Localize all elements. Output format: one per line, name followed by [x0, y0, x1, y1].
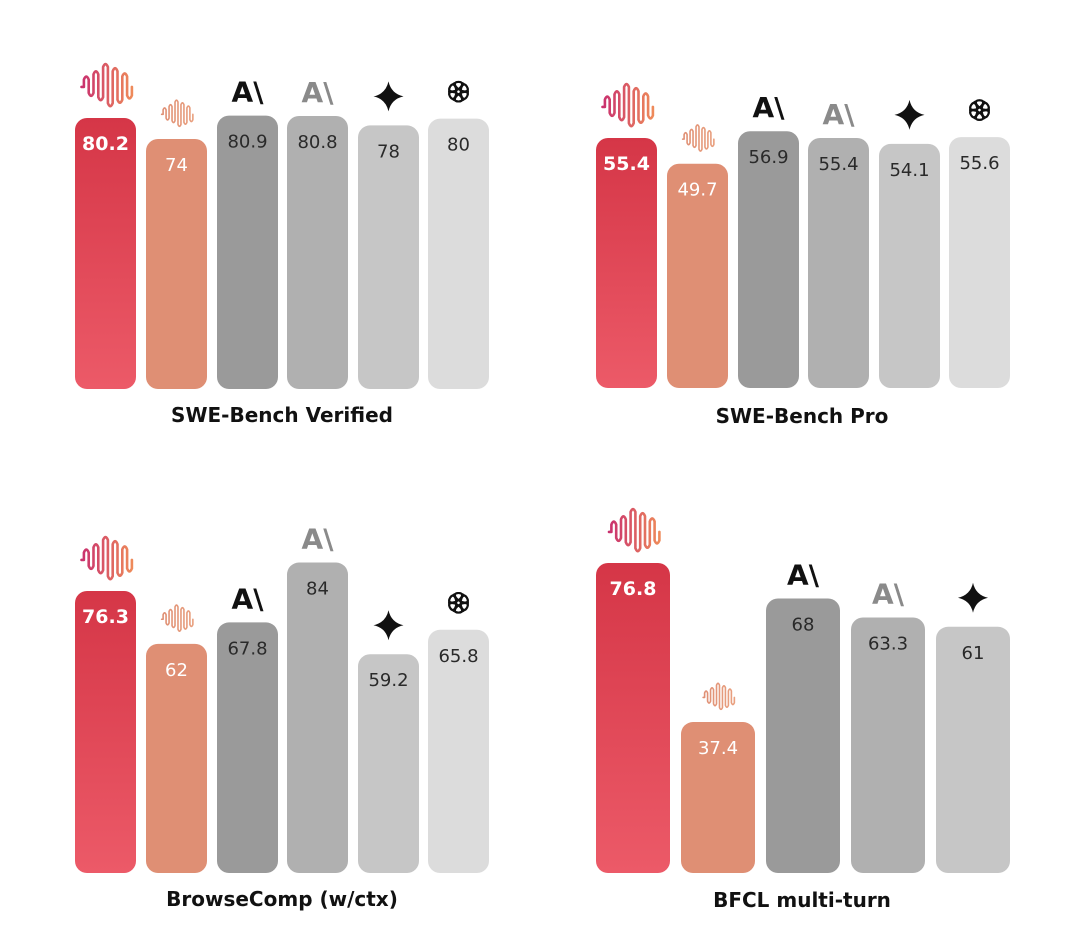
bar-4 — [287, 115, 348, 389]
chart-title: BrowseComp (w/ctx) — [166, 887, 398, 911]
bar-2 — [681, 722, 755, 873]
bar-value-label: 74 — [165, 155, 188, 176]
bar-4 — [808, 138, 869, 388]
anthropic-logo-icon: A\ — [232, 582, 265, 615]
svg-text:A\: A\ — [872, 577, 905, 610]
chart-svg: 80.2 74 80.9 A\ 80.8 A\ 78 80 SWE-Bench Verified — [75, 62, 489, 427]
svg-text:A\: A\ — [302, 76, 335, 109]
sparkle-star-icon — [958, 582, 988, 613]
bar-6 — [428, 118, 489, 389]
bar-value-label: 78 — [377, 141, 400, 162]
bar-2 — [146, 138, 207, 389]
anthropic-logo-gray-icon: A\ — [302, 523, 335, 556]
sparkle-star-icon — [894, 99, 925, 130]
bar-value-label: 55.4 — [818, 154, 858, 175]
bar-value-label: 61 — [962, 643, 985, 664]
waveform-small-icon — [681, 124, 715, 152]
bar-value-label: 80.2 — [82, 133, 129, 155]
anthropic-logo-gray-icon: A\ — [823, 98, 856, 131]
bar-value-label: 80.9 — [227, 132, 267, 153]
chart-svg: 76.8 37.4 68 A\ 63.3 A\ 61 BFCL multi-turn — [596, 507, 1010, 912]
waveform-small-icon — [160, 604, 194, 632]
bar-5 — [358, 654, 419, 873]
waveform-icon — [80, 535, 134, 581]
sparkle-star-icon — [373, 610, 404, 641]
bar-value-label: 76.8 — [610, 578, 657, 600]
bar-1 — [596, 138, 657, 388]
waveform-icon — [80, 62, 134, 108]
svg-text:A\: A\ — [823, 98, 856, 131]
anthropic-logo-icon: A\ — [753, 91, 786, 124]
bar-value-label: 65.8 — [438, 646, 478, 667]
bar-5 — [936, 626, 1010, 873]
waveform-small-icon — [702, 682, 736, 711]
anthropic-logo-icon: A\ — [787, 559, 820, 592]
bar-3 — [217, 115, 278, 389]
bar-5 — [879, 143, 940, 388]
chart-title: BFCL multi-turn — [713, 888, 891, 912]
svg-text:A\: A\ — [302, 523, 335, 556]
bar-value-label: 80.8 — [297, 132, 337, 153]
bar-1 — [596, 563, 670, 873]
svg-text:A\: A\ — [232, 582, 265, 615]
bar-3 — [766, 598, 840, 873]
waveform-icon — [601, 82, 655, 128]
anthropic-logo-icon: A\ — [232, 76, 265, 109]
bar-1 — [75, 591, 136, 873]
sparkle-star-icon — [373, 81, 404, 112]
chart-title: SWE-Bench Pro — [716, 404, 889, 428]
chart-browsecomp: 76.3 62 67.8 A\ 84 A\ 59.2 65.8 BrowseComp (w/ct… — [0, 465, 540, 930]
bar-2 — [667, 163, 728, 388]
bar-value-label: 37.4 — [698, 738, 738, 759]
bar-3 — [217, 622, 278, 873]
bar-value-label: 84 — [306, 579, 329, 600]
bar-value-label: 67.8 — [227, 638, 267, 659]
bar-1 — [75, 118, 136, 389]
bar-value-label: 55.4 — [603, 153, 650, 175]
bar-2 — [146, 643, 207, 873]
bar-value-label: 54.1 — [889, 160, 929, 181]
chart-svg: 55.4 49.7 56.9 A\ 55.4 A\ 54.1 55.6 SWE-Bench Pr… — [596, 82, 1010, 428]
bar-4 — [851, 617, 925, 873]
openai-logo-icon — [969, 99, 990, 121]
bar-value-label: 49.7 — [677, 180, 717, 201]
waveform-icon — [607, 507, 661, 553]
bar-value-label: 55.6 — [959, 153, 999, 174]
chart-swe-bench-verified: 80.2 74 80.9 A\ 80.8 A\ 78 80 SWE-Bench Verified — [0, 0, 540, 465]
bar-6 — [949, 137, 1010, 388]
bar-4 — [287, 562, 348, 873]
chart-title: SWE-Bench Verified — [171, 403, 393, 427]
svg-text:A\: A\ — [232, 76, 265, 109]
bar-value-label: 68 — [792, 615, 815, 636]
svg-text:A\: A\ — [787, 559, 820, 592]
bar-value-label: 62 — [165, 660, 188, 681]
bar-6 — [428, 629, 489, 873]
bar-5 — [358, 125, 419, 390]
waveform-small-icon — [160, 99, 194, 128]
bar-value-label: 63.3 — [868, 633, 908, 654]
bar-value-label: 80 — [447, 135, 470, 156]
bar-value-label: 76.3 — [82, 606, 129, 628]
bar-3 — [738, 131, 799, 388]
openai-logo-icon — [448, 80, 469, 103]
openai-logo-icon — [448, 591, 469, 614]
bar-value-label: 56.9 — [748, 147, 788, 168]
anthropic-logo-gray-icon: A\ — [302, 76, 335, 109]
chart-svg: 76.3 62 67.8 A\ 84 A\ 59.2 65.8 BrowseComp (w/ct… — [75, 523, 489, 911]
chart-swe-bench-pro: 55.4 49.7 56.9 A\ 55.4 A\ 54.1 55.6 SWE-Bench Pr… — [540, 0, 1080, 465]
chart-bfcl-multi-turn: 76.8 37.4 68 A\ 63.3 A\ 61 BFCL multi-turn — [540, 465, 1080, 930]
svg-text:A\: A\ — [753, 91, 786, 124]
anthropic-logo-gray-icon: A\ — [872, 577, 905, 610]
bar-value-label: 59.2 — [368, 670, 408, 691]
